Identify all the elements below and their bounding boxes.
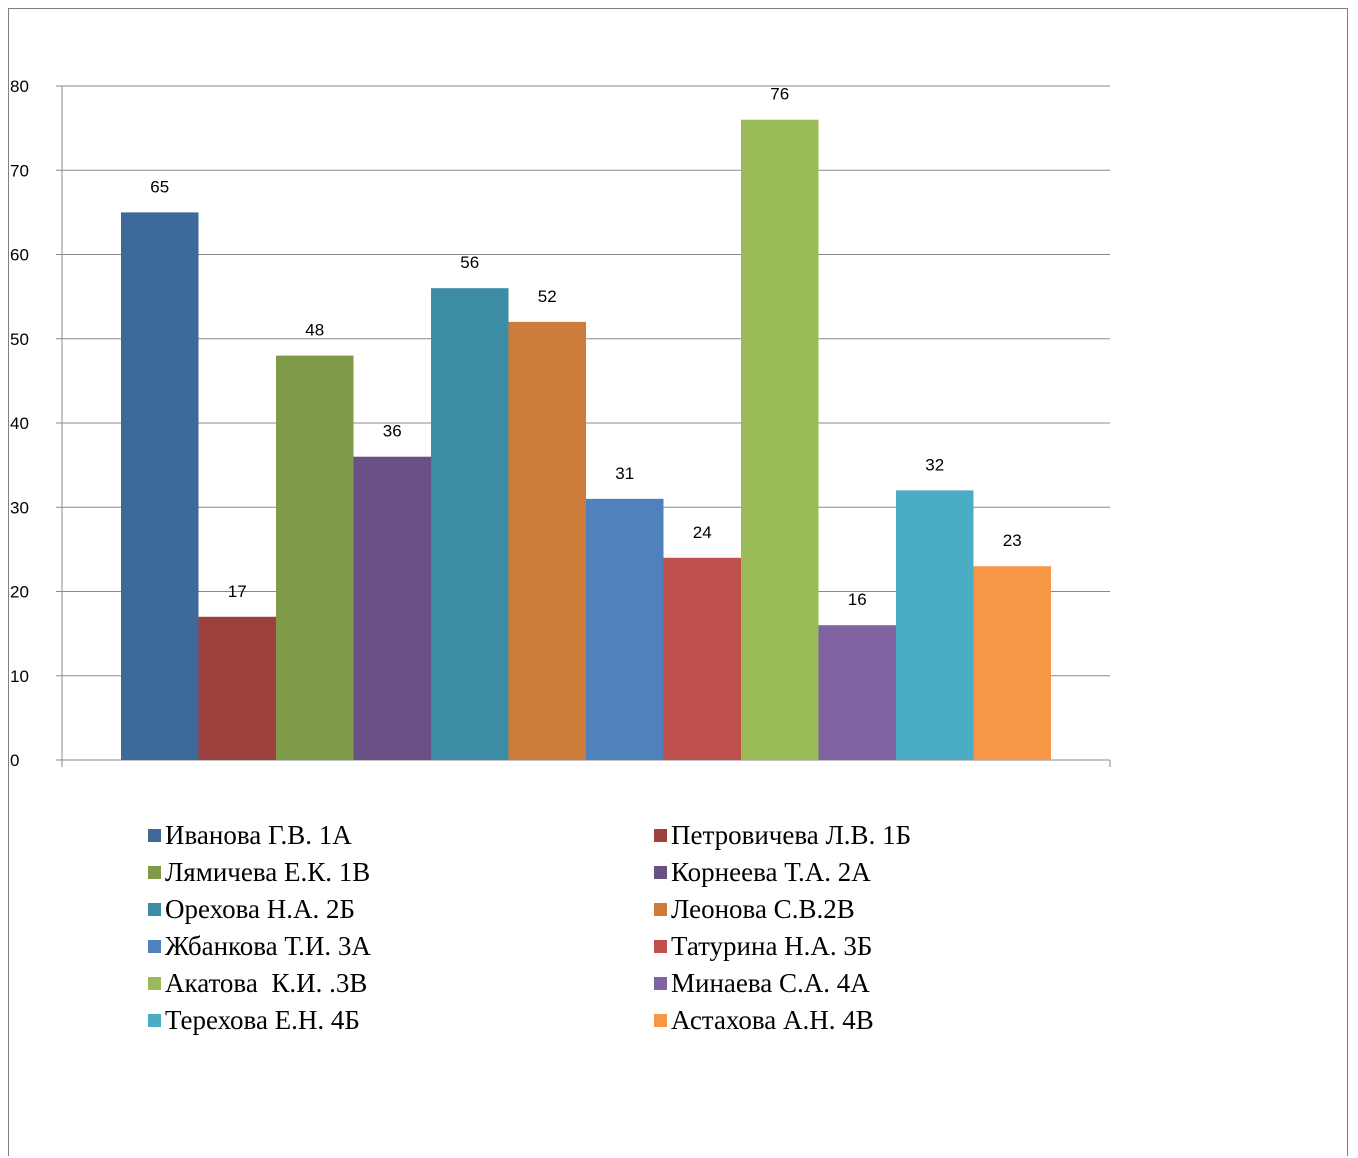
bar [663,557,741,760]
legend-item: Корнеева Т.А. 2А [654,855,1048,889]
data-label: 32 [925,455,944,474]
legend-label: Астахова А.Н. 4В [671,1004,874,1035]
legend-item: Акатова К.И. .3В [148,966,654,1000]
data-label: 56 [460,253,479,272]
y-tick-label: 0 [10,751,19,770]
legend-item: Иванова Г.В. 1А [148,818,654,852]
legend-item: Жбанкова Т.И. 3А [148,929,654,963]
data-label: 36 [383,422,402,441]
y-tick-label: 10 [10,667,29,686]
legend-item: Астахова А.Н. 4В [654,1003,1048,1037]
legend-label: Жбанкова Т.И. 3А [165,930,371,961]
legend-swatch [654,939,667,953]
bar [586,498,664,760]
bar-chart: 0 10 20 30 40 50 60 70 80 65 17 48 36 56 52 31 24 76 16 32 2… [10,77,1111,770]
bar [121,212,199,760]
bar [818,625,896,760]
legend-swatch [148,828,161,842]
legend-label: Минаева С.А. 4А [671,967,870,998]
data-label: 17 [228,582,247,601]
data-label: 65 [150,177,169,196]
bar [508,321,586,760]
legend-swatch [148,902,161,916]
legend-item: Орехова Н.А. 2Б [148,892,654,926]
legend-label: Петровичева Л.В. 1Б [671,819,912,850]
bar [896,490,974,760]
legend-item: Минаева С.А. 4А [654,966,1048,1000]
chart-frame [8,8,1348,1156]
y-tick-label: 40 [10,414,29,433]
legend-item: Лямичева Е.К. 1В [148,855,654,889]
data-label: 24 [693,523,712,542]
bar [973,566,1051,760]
y-tick-label: 60 [10,246,29,265]
legend-label: Татурина Н.А. 3Б [671,930,873,961]
legend-swatch [654,976,667,990]
legend-item: Петровичева Л.В. 1Б [654,818,1048,852]
legend-swatch [654,828,667,842]
legend-item: Терехова Е.Н. 4Б [148,1003,654,1037]
y-tick-label: 20 [10,583,29,602]
legend-label: Акатова К.И. .3В [165,967,368,998]
legend-label: Терехова Е.Н. 4Б [165,1004,360,1035]
legend-swatch [654,902,667,916]
bar [741,119,819,760]
data-label: 31 [615,464,634,483]
y-tick-label: 30 [10,498,29,517]
bar [431,288,509,760]
legend-label: Иванова Г.В. 1А [165,819,352,850]
legend-item: Татурина Н.А. 3Б [654,929,1048,963]
legend-label: Леонова С.В.2В [671,893,855,924]
bar [276,355,354,760]
legend-swatch [654,1013,667,1027]
bar [353,456,431,760]
y-tick-label: 80 [10,77,29,96]
legend-swatch [148,939,161,953]
bar [198,616,276,760]
legend-label: Лямичева Е.К. 1В [165,856,371,887]
data-label: 48 [305,321,324,340]
legend-swatch [148,865,161,879]
legend: Иванова Г.В. 1А Петровичева Л.В. 1Б Лямиче… [148,818,1048,1037]
legend-swatch [654,865,667,879]
data-label: 23 [1003,531,1022,550]
y-tick-label: 70 [10,161,29,180]
legend-swatch [148,1013,161,1027]
data-label: 52 [538,287,557,306]
legend-item: Леонова С.В.2В [654,892,1048,926]
legend-label: Орехова Н.А. 2Б [165,893,355,924]
data-label: 16 [848,590,867,609]
legend-swatch [148,976,161,990]
data-label: 76 [770,85,789,104]
y-tick-label: 50 [10,330,29,349]
legend-label: Корнеева Т.А. 2А [671,856,871,887]
